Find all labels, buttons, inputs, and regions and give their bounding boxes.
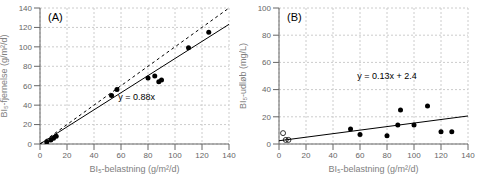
svg-text:0: 0 xyxy=(38,151,43,160)
svg-text:40: 40 xyxy=(90,151,99,160)
svg-text:140: 140 xyxy=(461,151,471,160)
svg-text:100: 100 xyxy=(407,151,421,160)
svg-text:80: 80 xyxy=(23,62,32,71)
svg-text:0: 0 xyxy=(277,151,282,160)
svg-text:BI₅-belastning (g/m²/d): BI₅-belastning (g/m²/d) xyxy=(89,164,179,174)
svg-text:BI₅-udløb (mg/L): BI₅-udløb (mg/L) xyxy=(239,43,248,109)
svg-text:20: 20 xyxy=(262,113,271,122)
svg-text:y = 0.88x: y = 0.88x xyxy=(118,92,155,102)
svg-text:140: 140 xyxy=(222,151,236,160)
svg-text:20: 20 xyxy=(23,120,32,129)
svg-text:120: 120 xyxy=(19,23,33,32)
svg-text:BI₅-fjernelse (g/m²/d): BI₅-fjernelse (g/m²/d) xyxy=(8,34,9,117)
svg-text:80: 80 xyxy=(144,151,153,160)
svg-text:60: 60 xyxy=(262,58,271,67)
svg-text:120: 120 xyxy=(434,151,448,160)
svg-text:140: 140 xyxy=(19,4,33,13)
svg-text:60: 60 xyxy=(117,151,126,160)
svg-text:40: 40 xyxy=(262,85,271,94)
svg-text:80: 80 xyxy=(262,31,271,40)
svg-text:20: 20 xyxy=(63,151,72,160)
svg-text:y = 0.13x + 2.4: y = 0.13x + 2.4 xyxy=(357,71,417,81)
html-text:(B): (B) xyxy=(287,11,302,23)
svg-text:60: 60 xyxy=(23,82,32,91)
svg-text:100: 100 xyxy=(168,151,182,160)
svg-text:120: 120 xyxy=(195,151,209,160)
svg-text:40: 40 xyxy=(329,151,338,160)
svg-text:40: 40 xyxy=(23,101,32,110)
svg-text:20: 20 xyxy=(302,151,311,160)
svg-text:0: 0 xyxy=(28,140,33,149)
svg-text:0: 0 xyxy=(267,140,272,149)
html-text:(A): (A) xyxy=(48,11,63,23)
svg-text:100: 100 xyxy=(258,4,272,13)
svg-text:60: 60 xyxy=(356,151,365,160)
svg-text:BI₅-belastning (g/m²/d): BI₅-belastning (g/m²/d) xyxy=(328,164,418,174)
svg-text:80: 80 xyxy=(383,151,392,160)
svg-text:100: 100 xyxy=(19,43,33,52)
